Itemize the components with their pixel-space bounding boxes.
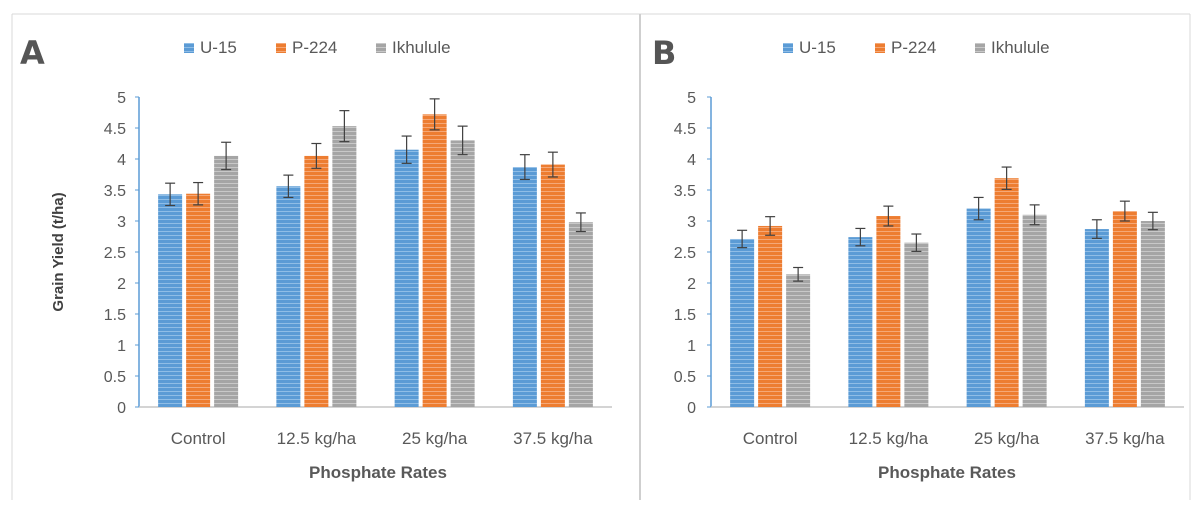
y-axis-title: Grain Yield (t/ha) [50, 192, 67, 311]
bar-u-15 [1084, 229, 1109, 407]
bar-p-224 [540, 164, 565, 407]
x-axis-title: Phosphate Rates [878, 463, 1016, 482]
y-tick-label: 3 [117, 214, 126, 231]
x-tick-label: Control [171, 429, 226, 448]
y-tick-label: 4.5 [674, 121, 696, 138]
y-tick-label: 1 [687, 338, 696, 355]
x-tick-label: 37.5 kg/ha [513, 429, 593, 448]
y-tick-label: 1.5 [674, 307, 696, 324]
legend-label: U-15 [200, 38, 237, 57]
bar-p-224 [304, 155, 329, 407]
legend: U-15 P-224 Ikhulule [184, 38, 451, 57]
bar-ikhulule [214, 155, 239, 407]
y-tick-label: 2 [117, 276, 126, 293]
legend-label: U-15 [799, 38, 836, 57]
bar-u-15 [512, 167, 537, 407]
y-tick-label: 0 [117, 400, 126, 417]
legend-label: Ikhulule [991, 38, 1050, 57]
y-tick-label: 4 [687, 152, 696, 169]
bar-ikhulule [450, 140, 475, 407]
bar-u-15 [966, 208, 991, 407]
bar-ikhulule [1022, 214, 1047, 407]
y-tick-label: 5 [687, 90, 696, 107]
bar-p-224 [758, 225, 783, 407]
x-tick-label: 12.5 kg/ha [277, 429, 357, 448]
y-tick-label: 2.5 [104, 245, 126, 262]
y-tick-label: 3.5 [104, 183, 126, 200]
x-tick-label: 12.5 kg/ha [849, 429, 929, 448]
x-tick-label: 25 kg/ha [402, 429, 468, 448]
legend-label: Ikhulule [392, 38, 451, 57]
bar-p-224 [186, 193, 211, 407]
bar-p-224 [422, 114, 447, 408]
legend-swatch [783, 43, 793, 53]
legend-swatch [276, 43, 286, 53]
chart-panel-b: B U-15 P-224 Ikhulule 0 0.5 1 1.5 2 2.5 3 3.5 4 4.5 5 C… [652, 34, 1184, 482]
legend-swatch [875, 43, 885, 53]
x-tick-label: 37.5 kg/ha [1085, 429, 1165, 448]
y-tick-label: 1.5 [104, 307, 126, 324]
y-tick-label: 4.5 [104, 121, 126, 138]
y-tick-label: 0.5 [674, 369, 696, 386]
legend-swatch [376, 43, 386, 53]
x-tick-label: Control [743, 429, 798, 448]
legend-label: P-224 [891, 38, 936, 57]
y-tick-label: 2.5 [674, 245, 696, 262]
legend-label: P-224 [292, 38, 337, 57]
legend: U-15 P-224 Ikhulule [783, 38, 1050, 57]
bar-p-224 [876, 216, 901, 407]
y-tick-label: 4 [117, 152, 126, 169]
bar-ikhulule [786, 274, 811, 407]
legend-swatch [184, 43, 194, 53]
legend-swatch [975, 43, 985, 53]
bar-ikhulule [904, 242, 929, 407]
y-tick-label: 3 [687, 214, 696, 231]
bar-ikhulule [332, 126, 357, 407]
bar-u-15 [394, 149, 419, 407]
bar-p-224 [1112, 211, 1137, 407]
panel-label: B [652, 34, 676, 72]
y-tick-label: 3.5 [674, 183, 696, 200]
x-axis-title: Phosphate Rates [309, 463, 447, 482]
y-tick-label: 1 [117, 338, 126, 355]
bar-ikhulule [568, 222, 593, 407]
bar-u-15 [848, 237, 873, 407]
bar-u-15 [158, 194, 183, 407]
y-tick-label: 0 [687, 400, 696, 417]
y-tick-label: 2 [687, 276, 696, 293]
x-tick-label: 25 kg/ha [974, 429, 1040, 448]
y-tick-label: 0.5 [104, 369, 126, 386]
bar-u-15 [276, 186, 301, 407]
bar-ikhulule [1140, 221, 1165, 407]
panel-label: A [20, 34, 45, 72]
y-tick-label: 5 [117, 90, 126, 107]
chart-panel-a: A U-15 P-224 Ikhulule 0 0.5 1 1.5 2 2.5 3 3.5 4 4.5 5 C… [20, 34, 612, 482]
bar-u-15 [730, 238, 755, 407]
bar-p-224 [994, 178, 1019, 407]
